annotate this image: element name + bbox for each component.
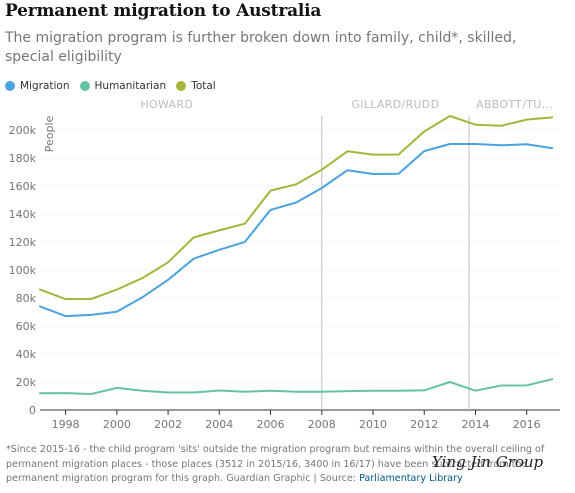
series-line-humanitarian (39, 378, 554, 395)
period-label-gillard-rudd: GILLARD/RUDD (351, 98, 439, 111)
chart-legend: Migration Humanitarian Total (5, 80, 226, 92)
x-tick-label: 2002 (154, 418, 182, 431)
y-tick-label: 80k (16, 292, 37, 305)
x-tick-label: 1998 (52, 418, 80, 431)
y-axis-label: People (43, 115, 56, 152)
legend-item-total: Total (176, 80, 216, 92)
legend-swatch-humanitarian (79, 81, 90, 91)
legend-item-migration: Migration (5, 80, 70, 92)
x-tick-label: 2000 (103, 418, 131, 431)
period-label-abbott-tu: ABBOTT/TU... (476, 98, 553, 111)
y-tick-label: 40k (16, 348, 37, 361)
series-line-migration (39, 143, 554, 318)
y-tick-label: 120k (9, 236, 37, 249)
legend-swatch-total (176, 81, 187, 91)
x-tick-label: 2012 (410, 418, 438, 431)
legend-item-humanitarian: Humanitarian (79, 80, 167, 92)
legend-label-humanitarian: Humanitarian (94, 80, 167, 92)
x-tick-label: 2006 (257, 418, 285, 431)
source-link[interactable]: Parliamentary Library (359, 473, 463, 484)
y-tick-label: 20k (16, 376, 37, 389)
line-chart: 0 20k 40k 60k 80k 100k 120k 140k 160k 180k 200k Peo… (9, 98, 560, 431)
series-line-total (39, 115, 554, 301)
y-tick-label: 180k (9, 152, 37, 165)
x-tick-label: 2008 (308, 418, 336, 431)
y-tick-label: 60k (16, 320, 37, 333)
y-tick-label: 200k (9, 124, 37, 137)
y-tick-label: 100k (9, 264, 37, 277)
chart-subtitle: The migration program is further broken … (5, 30, 517, 65)
chart-footnote: *Since 2015-16 - the child program 'sits… (6, 443, 566, 487)
x-tick-label: 2004 (205, 418, 233, 431)
x-tick-label: 2014 (461, 418, 489, 431)
y-tick-label: 0 (29, 404, 36, 417)
y-tick-label: 160k (9, 180, 37, 193)
y-tick-label: 140k (9, 208, 37, 221)
legend-swatch-migration (5, 81, 15, 91)
x-tick-label: 2010 (359, 418, 387, 431)
legend-label-total: Total (191, 80, 216, 92)
legend-label-migration: Migration (20, 80, 70, 92)
footnote-text: *Since 2015-16 - the child program 'sits… (6, 444, 545, 484)
period-label-howard: HOWARD (140, 98, 193, 111)
x-tick-label: 2016 (513, 418, 541, 431)
chart-title: Permanent migration to Australia (5, 1, 322, 21)
